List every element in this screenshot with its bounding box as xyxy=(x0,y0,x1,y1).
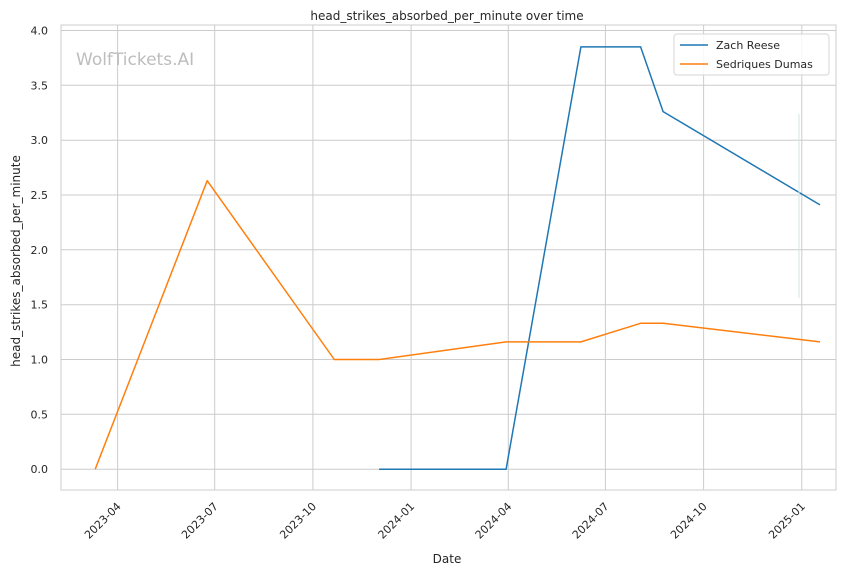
series-line-zach-reese xyxy=(379,46,821,470)
chart-title: head_strikes_absorbed_per_minute over ti… xyxy=(310,9,583,23)
legend: Zach Reese Sedriques Dumas xyxy=(673,33,830,76)
legend-label-sedriques-dumas: Sedriques Dumas xyxy=(716,58,813,71)
y-tick-label: 0.0 xyxy=(31,463,49,476)
y-tick-label: 2.5 xyxy=(31,189,49,202)
y-tick-label: 1.0 xyxy=(31,354,49,367)
watermark: WolfTickets.AI xyxy=(76,50,194,70)
y-tick-label: 2.0 xyxy=(31,244,49,257)
y-tick-label: 4.0 xyxy=(31,25,49,38)
x-axis-label: Date xyxy=(433,552,462,566)
legend-box xyxy=(673,33,830,76)
legend-label-zach-reese: Zach Reese xyxy=(716,39,780,52)
y-tick-label: 1.5 xyxy=(31,299,49,312)
series-line-sedriques-dumas xyxy=(94,179,821,470)
y-tick-labels: 0.0 0.5 1.0 1.5 2.0 2.5 3.0 3.5 4.0 xyxy=(31,25,49,477)
y-axis-label: head_strikes_absorbed_per_minute xyxy=(9,155,23,367)
plot-frame xyxy=(60,24,837,491)
series-lines xyxy=(94,46,821,470)
y-tick-label: 3.0 xyxy=(31,134,49,147)
grid xyxy=(61,25,836,490)
y-tick-label: 3.5 xyxy=(31,79,49,92)
y-tick-label: 0.5 xyxy=(31,408,49,421)
